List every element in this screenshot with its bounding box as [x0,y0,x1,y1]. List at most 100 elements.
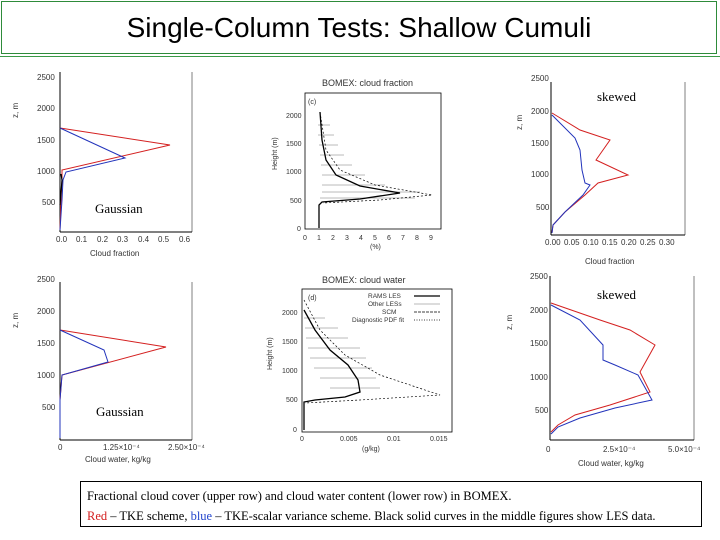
panel-bottom-left: z, m 2500 2000 1500 1000 500 0 1.25×10⁻⁴… [11,275,205,464]
bm-legend: RAMS LES Other LESs SCM Diagnostic PDF f… [352,293,440,324]
bm-xtick: 0.015 [430,436,448,443]
tl-ytick: 2500 [37,73,55,82]
bm-scm-curve [303,299,441,404]
br-ytick: 1000 [530,373,548,382]
tm-xtick: 7 [401,235,405,242]
tl-ytick: 2000 [37,104,55,113]
tl-ytick: 1500 [37,136,55,145]
tm-other-curve [319,111,433,204]
tr-red-curve [551,112,630,234]
bl-xlabel: Cloud water, kg/kg [85,455,151,464]
bm-legend-item: Other LESs [368,301,402,308]
br-blue-curve [550,304,653,435]
tr-blue-curve [551,114,591,234]
bm-ytick: 1500 [282,339,298,346]
br-ytick: 2000 [530,306,548,315]
tm-ytick: 1500 [286,141,302,148]
br-ytick: 2500 [530,272,548,281]
label-gaussian-top: Gaussian [95,201,143,216]
tr-ytick: 2000 [531,107,549,116]
bl-ytick: 500 [42,403,56,412]
label-skewed-bottom: skewed [597,287,636,302]
panel-bottom-middle: BOMEX: cloud water (d) Height (m) 2000 1… [267,275,453,453]
caption-blue-word: blue [190,509,213,523]
tr-ytick: 500 [536,203,550,212]
bl-xtick: 1.25×10⁻⁴ [103,443,140,452]
label-skewed-top: skewed [597,89,636,104]
tr-xlabel: Cloud fraction [585,257,634,266]
bm-les-spread [304,317,380,389]
tl-xtick: 0.6 [179,235,191,244]
bl-ytick: 1500 [37,339,55,348]
tl-xtick: 0.4 [138,235,150,244]
bl-blue-curve [59,329,109,438]
tl-xtick: 0.1 [76,235,88,244]
tm-ytick: 0 [297,226,301,233]
tm-tag: (c) [308,99,316,106]
bm-legend-item: SCM [382,309,396,316]
bl-ytick: 2000 [37,307,55,316]
bm-ytick: 500 [286,397,298,404]
figure-caption: Fractional cloud cover (upper row) and c… [80,481,702,527]
tm-xlabel: (%) [370,244,381,251]
tm-xtick: 1 [317,235,321,242]
br-xtick: 5.0×10⁻⁴ [668,445,701,454]
tr-xtick: 0.00 [545,238,561,247]
tm-xtick: 3 [345,235,349,242]
tr-ytick: 1000 [531,170,549,179]
slide-title: Single-Column Tests: Shallow Cumuli [126,11,592,43]
bm-ylabel: Height (m) [267,337,274,370]
tm-xtick: 5 [373,235,377,242]
tl-xlabel: Cloud fraction [90,249,139,258]
tr-xtick: 0.20 [621,238,637,247]
bl-ytick: 1000 [37,371,55,380]
bm-ytick: 0 [293,427,297,434]
bl-xtick: 2.50×10⁻⁴ [168,443,205,452]
tm-xtick: 9 [429,235,433,242]
tl-xtick: 0.3 [117,235,129,244]
tm-xtick: 0 [303,235,307,242]
tm-xtick: 8 [415,235,419,242]
bm-xtick: 0 [300,436,304,443]
caption-line-1: Fractional cloud cover (upper row) and c… [87,489,512,503]
label-gaussian-bottom: Gaussian [96,404,144,419]
br-xtick: 0 [546,445,551,454]
tl-red-curve [59,127,171,231]
bl-ytick: 2500 [37,275,55,284]
bm-title: BOMEX: cloud water [322,275,406,285]
caption-red-word: Red [87,509,108,523]
caption-blue-rest: – TKE-scalar variance scheme. Black soli… [212,509,656,523]
tr-ylabel: z, m [515,115,524,130]
tm-title: BOMEX: cloud fraction [322,78,413,88]
panel-bottom-right: z, m 2500 2000 1500 1000 500 0 2.5×10⁻⁴ … [505,272,701,468]
tm-xtick: 2 [331,235,335,242]
bm-ytick: 1000 [282,368,298,375]
panel-top-left: z, m 2500 2000 1500 1000 500 0.0 0.1 0.2… [11,72,193,258]
tm-xtick: 4 [359,235,363,242]
panel-top-middle: BOMEX: cloud fraction (c) Height (m) 200… [272,78,442,251]
tm-ytick: 2000 [286,113,302,120]
bm-xlabel: (g/kg) [362,446,380,453]
br-ylabel: z, m [505,315,514,330]
br-xtick: 2.5×10⁻⁴ [603,445,636,454]
tm-ylabel: Height (m) [272,137,279,170]
bm-legend-item: Diagnostic PDF fit [352,317,404,324]
bm-ytick: 2000 [282,310,298,317]
tl-xtick: 0.5 [158,235,170,244]
bm-xtick: 0.005 [340,436,358,443]
tr-xtick: 0.25 [640,238,656,247]
bm-xtick: 0.01 [387,436,401,443]
tr-xtick: 0.05 [564,238,580,247]
br-ytick: 500 [535,406,549,415]
bl-red-curve [59,329,167,438]
tl-xtick: 0.2 [97,235,109,244]
tl-blue-curve [59,127,127,231]
panel-top-right: z, m 2500 2000 1500 1000 500 0.00 0.05 0… [515,74,686,266]
tl-ylabel: z, m [11,103,20,118]
caption-line-2: Red – TKE scheme, blue – TKE-scalar vari… [87,506,695,526]
tr-xtick: 0.15 [602,238,618,247]
tl-ytick: 1000 [37,167,55,176]
bl-ylabel: z, m [11,313,20,328]
tm-les-curve [318,111,401,228]
